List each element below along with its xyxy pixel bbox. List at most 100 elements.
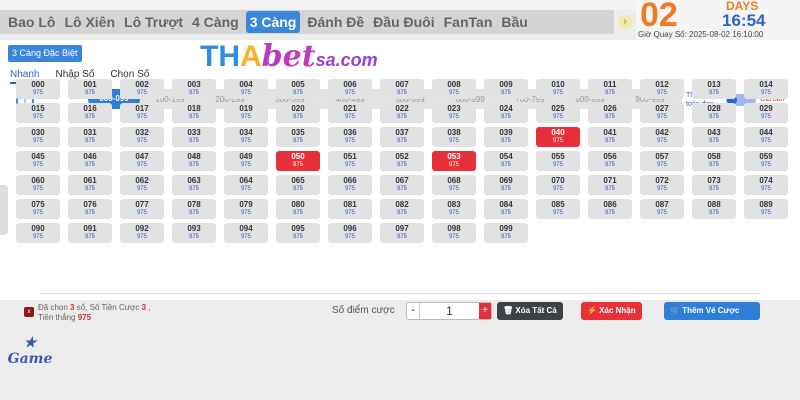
number-cell-015[interactable]: 015 975: [16, 103, 60, 123]
mode-chon-so[interactable]: Chọn Số: [110, 69, 150, 80]
number-cell-001[interactable]: 001 975: [68, 79, 112, 99]
number-cell-088[interactable]: 088 975: [692, 199, 736, 219]
number-cell-095[interactable]: 095 975: [276, 223, 320, 243]
number-cell-028[interactable]: 028 975: [692, 103, 736, 123]
number-cell-055[interactable]: 055 975: [536, 151, 580, 171]
number-cell-000[interactable]: 000 975: [16, 79, 60, 99]
range-800-899[interactable]: 800-899: [560, 95, 620, 104]
tab-7[interactable]: FanTan: [443, 14, 493, 30]
number-cell-047[interactable]: 047 975: [120, 151, 164, 171]
chevron-right-icon[interactable]: ›: [618, 15, 632, 29]
number-cell-085[interactable]: 085 975: [536, 199, 580, 219]
number-cell-023[interactable]: 023 975: [432, 103, 476, 123]
number-cell-022[interactable]: 022 975: [380, 103, 424, 123]
number-cell-074[interactable]: 074 975: [744, 175, 788, 195]
number-cell-087[interactable]: 087 975: [640, 199, 684, 219]
number-cell-021[interactable]: 021 975: [328, 103, 372, 123]
number-cell-090[interactable]: 090 975: [16, 223, 60, 243]
number-cell-070[interactable]: 070 975: [536, 175, 580, 195]
range-200-299[interactable]: 200-299: [200, 95, 260, 104]
tab-3[interactable]: 4 Càng: [192, 14, 239, 30]
number-cell-020[interactable]: 020 975: [276, 103, 320, 123]
number-cell-036[interactable]: 036 975: [328, 127, 372, 147]
decrement-button[interactable]: -: [407, 303, 420, 319]
number-cell-089[interactable]: 089 975: [744, 199, 788, 219]
number-cell-018[interactable]: 018 975: [172, 103, 216, 123]
number-cell-009[interactable]: 009 975: [484, 79, 528, 99]
increment-button[interactable]: +: [479, 303, 491, 319]
number-cell-026[interactable]: 026 975: [588, 103, 632, 123]
number-cell-017[interactable]: 017 975: [120, 103, 164, 123]
range-700-799[interactable]: 700-799: [500, 95, 560, 104]
number-cell-016[interactable]: 016 975: [68, 103, 112, 123]
number-cell-010[interactable]: 010 975: [536, 79, 580, 99]
number-cell-077[interactable]: 077 975: [120, 199, 164, 219]
number-cell-032[interactable]: 032 975: [120, 127, 164, 147]
number-cell-012[interactable]: 012 975: [640, 79, 684, 99]
number-cell-008[interactable]: 008 975: [432, 79, 476, 99]
sub-tab-3-cang-dac-biet[interactable]: 3 Càng Đặc Biệt: [8, 45, 82, 62]
tab-0[interactable]: Bao Lô: [8, 14, 56, 30]
number-cell-068[interactable]: 068 975: [432, 175, 476, 195]
number-cell-058[interactable]: 058 975: [692, 151, 736, 171]
number-cell-073[interactable]: 073 975: [692, 175, 736, 195]
number-cell-040[interactable]: 040 975: [536, 127, 580, 147]
number-cell-094[interactable]: 094 975: [224, 223, 268, 243]
number-cell-002[interactable]: 002 975: [120, 79, 164, 99]
number-cell-098[interactable]: 098 975: [432, 223, 476, 243]
number-cell-042[interactable]: 042 975: [640, 127, 684, 147]
confirm-button[interactable]: ⚡ Xác Nhận: [581, 302, 642, 320]
number-cell-099[interactable]: 099 975: [484, 223, 528, 243]
range-400-499[interactable]: 400-499: [320, 95, 380, 104]
range-100-199[interactable]: 100-199: [140, 95, 200, 104]
number-cell-083[interactable]: 083 975: [432, 199, 476, 219]
number-cell-086[interactable]: 086 975: [588, 199, 632, 219]
number-cell-064[interactable]: 064 975: [224, 175, 268, 195]
number-cell-075[interactable]: 075 975: [16, 199, 60, 219]
number-cell-013[interactable]: 013 975: [692, 79, 736, 99]
tab-5[interactable]: Đánh Đề: [307, 14, 365, 30]
number-cell-004[interactable]: 004 975: [224, 79, 268, 99]
number-cell-062[interactable]: 062 975: [120, 175, 164, 195]
number-cell-093[interactable]: 093 975: [172, 223, 216, 243]
number-cell-006[interactable]: 006 975: [328, 79, 372, 99]
number-cell-035[interactable]: 035 975: [276, 127, 320, 147]
tab-4[interactable]: 3 Càng: [245, 11, 301, 33]
number-cell-079[interactable]: 079 975: [224, 199, 268, 219]
number-cell-039[interactable]: 039 975: [484, 127, 528, 147]
number-cell-066[interactable]: 066 975: [328, 175, 372, 195]
number-cell-019[interactable]: 019 975: [224, 103, 268, 123]
number-cell-048[interactable]: 048 975: [172, 151, 216, 171]
tab-6[interactable]: Đầu Đuôi: [373, 14, 435, 30]
number-cell-056[interactable]: 056 975: [588, 151, 632, 171]
tab-8[interactable]: Bầu: [501, 14, 528, 30]
number-cell-091[interactable]: 091 975: [68, 223, 112, 243]
number-cell-029[interactable]: 029 975: [744, 103, 788, 123]
range-500-599[interactable]: 500-599: [380, 95, 440, 104]
stake-input[interactable]: 1: [446, 304, 453, 318]
number-cell-050[interactable]: 050 975: [276, 151, 320, 171]
tab-2[interactable]: Lô Trượt: [124, 14, 183, 30]
number-cell-078[interactable]: 078 975: [172, 199, 216, 219]
number-cell-031[interactable]: 031 975: [68, 127, 112, 147]
number-cell-030[interactable]: 030 975: [16, 127, 60, 147]
number-cell-038[interactable]: 038 975: [432, 127, 476, 147]
number-cell-024[interactable]: 024 975: [484, 103, 528, 123]
side-handle[interactable]: [0, 185, 8, 235]
number-cell-041[interactable]: 041 975: [588, 127, 632, 147]
number-cell-053[interactable]: 053 975: [432, 151, 476, 171]
number-cell-084[interactable]: 084 975: [484, 199, 528, 219]
tab-1[interactable]: Lô Xiên: [64, 14, 116, 30]
number-cell-043[interactable]: 043 975: [692, 127, 736, 147]
number-cell-076[interactable]: 076 975: [68, 199, 112, 219]
number-cell-063[interactable]: 063 975: [172, 175, 216, 195]
number-cell-049[interactable]: 049 975: [224, 151, 268, 171]
number-cell-037[interactable]: 037 975: [380, 127, 424, 147]
number-cell-092[interactable]: 092 975: [120, 223, 164, 243]
close-icon[interactable]: x: [24, 307, 34, 317]
number-cell-096[interactable]: 096 975: [328, 223, 372, 243]
number-cell-044[interactable]: 044 975: [744, 127, 788, 147]
number-cell-033[interactable]: 033 975: [172, 127, 216, 147]
number-cell-003[interactable]: 003 975: [172, 79, 216, 99]
number-cell-097[interactable]: 097 975: [380, 223, 424, 243]
